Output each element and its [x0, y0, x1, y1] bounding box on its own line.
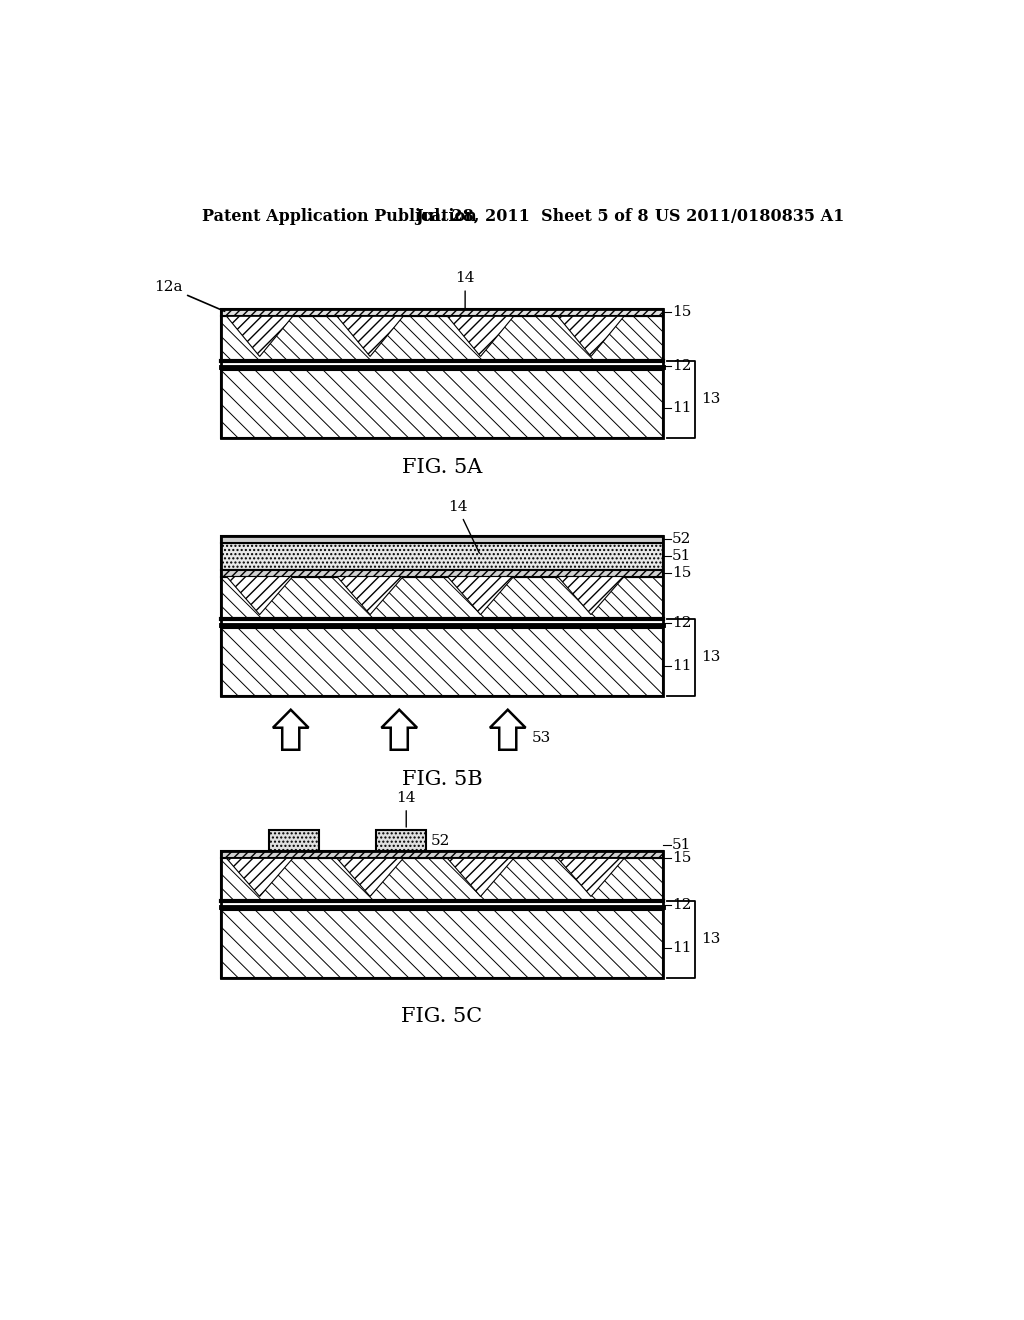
Text: FIG. 5B: FIG. 5B — [401, 770, 482, 788]
Text: 11: 11 — [672, 659, 691, 673]
Text: 15: 15 — [672, 305, 691, 319]
Polygon shape — [337, 317, 403, 356]
Text: FIG. 5A: FIG. 5A — [401, 458, 482, 477]
Text: 11: 11 — [672, 941, 691, 954]
Polygon shape — [226, 577, 293, 615]
Text: 52: 52 — [430, 834, 450, 847]
Polygon shape — [226, 317, 293, 356]
Text: 13: 13 — [701, 932, 721, 946]
Polygon shape — [558, 577, 624, 615]
Polygon shape — [337, 577, 403, 615]
Polygon shape — [447, 577, 514, 615]
Bar — [221, 543, 663, 570]
Text: 14: 14 — [396, 791, 416, 828]
Bar — [221, 628, 663, 696]
Text: 14: 14 — [447, 500, 479, 553]
Bar — [221, 858, 663, 900]
Text: FIG. 5C: FIG. 5C — [401, 1007, 482, 1026]
Text: Patent Application Publication: Patent Application Publication — [202, 207, 476, 224]
Bar — [221, 317, 663, 360]
Text: 12: 12 — [672, 616, 691, 631]
Text: 15: 15 — [672, 566, 691, 579]
Bar — [221, 851, 663, 858]
Bar — [221, 536, 663, 543]
Bar — [269, 830, 319, 851]
Bar — [221, 360, 663, 367]
Text: 52: 52 — [672, 532, 691, 545]
Text: 51: 51 — [672, 549, 691, 562]
Text: US 2011/0180835 A1: US 2011/0180835 A1 — [655, 207, 845, 224]
Bar — [221, 577, 663, 619]
Text: 11: 11 — [672, 401, 691, 414]
Polygon shape — [273, 710, 308, 750]
Text: 15: 15 — [672, 851, 691, 866]
Polygon shape — [558, 858, 624, 896]
Text: 14: 14 — [456, 272, 475, 310]
Polygon shape — [558, 317, 624, 356]
Bar — [221, 309, 663, 438]
Polygon shape — [489, 710, 525, 750]
Bar — [221, 309, 663, 317]
Text: 53: 53 — [531, 731, 551, 744]
Polygon shape — [226, 858, 293, 896]
Bar — [221, 900, 663, 907]
Text: Jul. 28, 2011  Sheet 5 of 8: Jul. 28, 2011 Sheet 5 of 8 — [415, 207, 648, 224]
Polygon shape — [447, 317, 514, 356]
Bar — [221, 909, 663, 978]
Text: 13: 13 — [701, 651, 721, 664]
Bar — [221, 570, 663, 577]
Bar — [376, 830, 426, 851]
Polygon shape — [447, 858, 514, 896]
Text: 12: 12 — [672, 899, 691, 912]
Bar — [221, 370, 663, 438]
Text: 12a: 12a — [154, 280, 224, 312]
Bar — [221, 619, 663, 626]
Bar — [221, 536, 663, 696]
Polygon shape — [337, 858, 403, 896]
Polygon shape — [381, 710, 417, 750]
Bar — [221, 851, 663, 978]
Text: 12: 12 — [672, 359, 691, 372]
Text: 51: 51 — [672, 838, 691, 853]
Text: 13: 13 — [701, 392, 721, 407]
